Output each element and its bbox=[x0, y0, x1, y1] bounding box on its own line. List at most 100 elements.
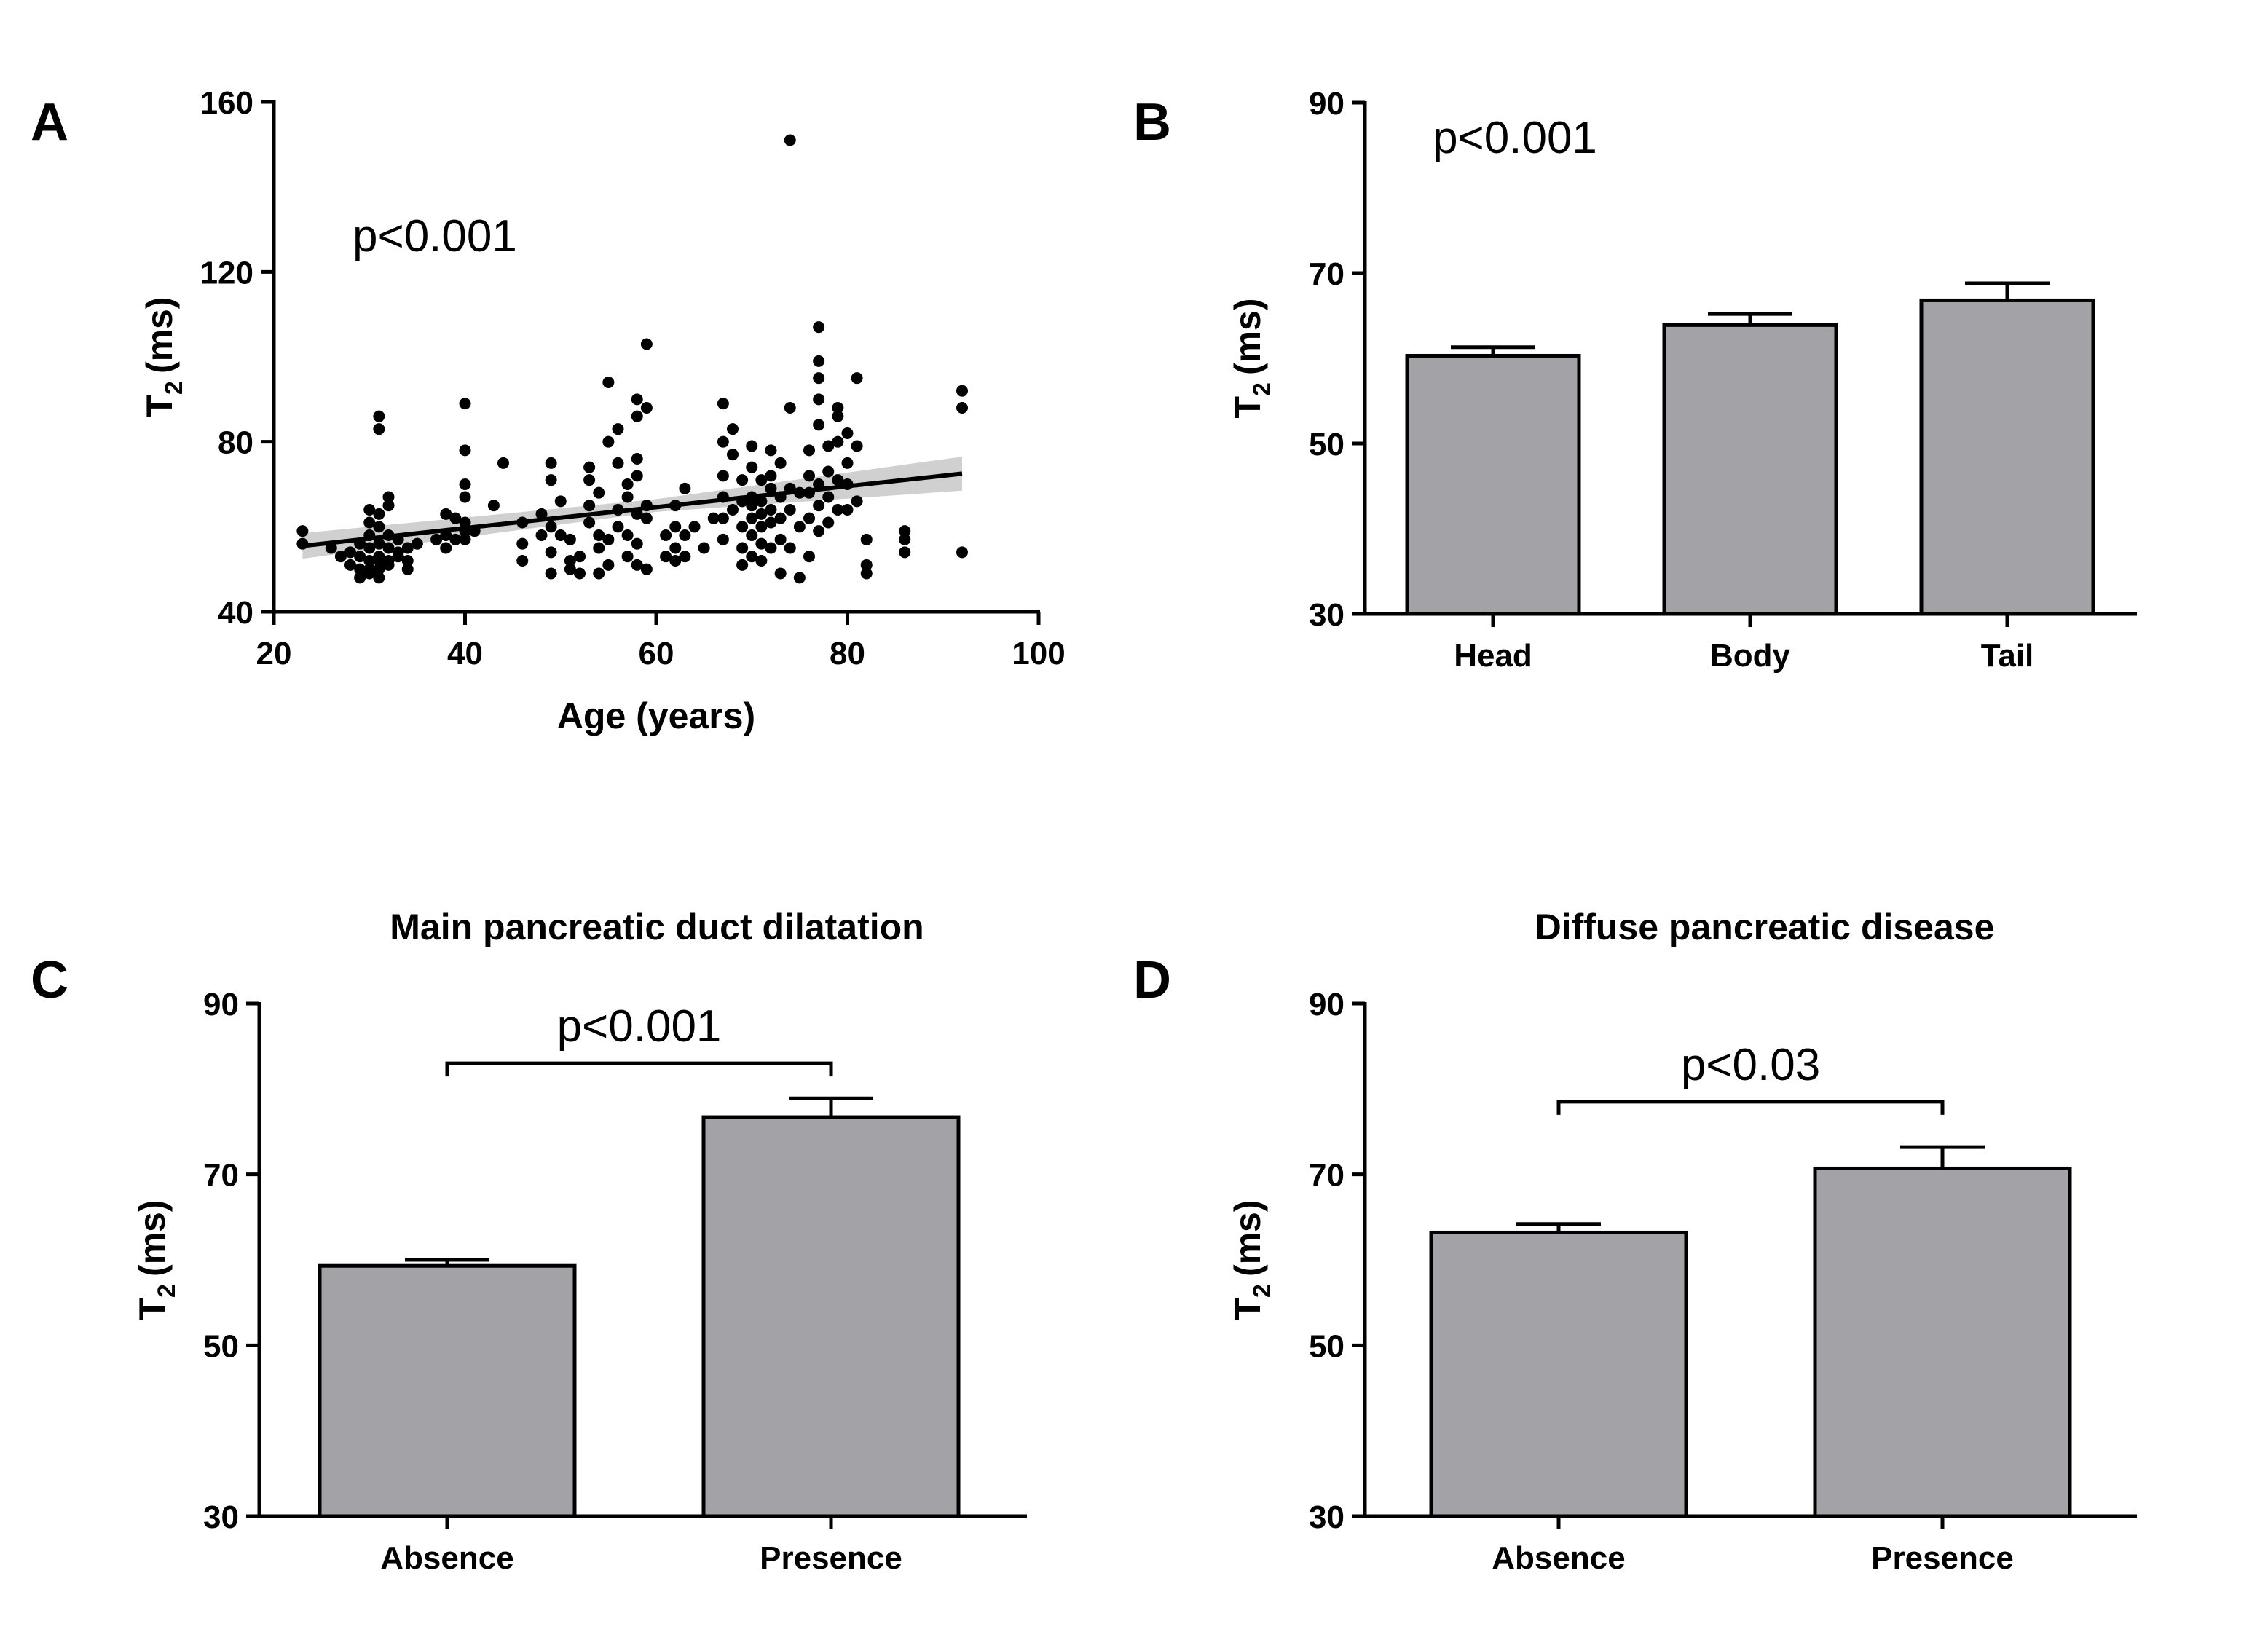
y-tick-label: 40 bbox=[218, 595, 253, 631]
data-point bbox=[621, 529, 634, 541]
data-point bbox=[736, 542, 749, 554]
data-point bbox=[841, 457, 854, 469]
data-point bbox=[707, 512, 720, 524]
data-point bbox=[631, 537, 643, 550]
data-point bbox=[631, 470, 643, 482]
data-point bbox=[344, 546, 356, 559]
data-point bbox=[774, 457, 787, 469]
data-point bbox=[373, 537, 385, 550]
data-point bbox=[813, 393, 825, 406]
data-point bbox=[813, 419, 825, 431]
data-point bbox=[784, 504, 796, 516]
x-tick-label: 80 bbox=[830, 636, 865, 671]
data-point bbox=[765, 516, 777, 529]
data-point bbox=[899, 546, 911, 559]
data-point bbox=[640, 338, 653, 350]
y-axis-label-unit: (ms) bbox=[1227, 1199, 1268, 1277]
data-point bbox=[774, 567, 787, 580]
panel-label-a: A bbox=[31, 93, 68, 151]
data-point bbox=[440, 542, 452, 554]
data-point bbox=[813, 525, 825, 537]
p-value-annotation: p<0.001 bbox=[1433, 113, 1597, 163]
bar bbox=[1405, 353, 1581, 616]
y-tick-label: 30 bbox=[203, 1499, 239, 1535]
data-point bbox=[803, 512, 815, 524]
data-point bbox=[344, 559, 356, 571]
data-point bbox=[746, 440, 758, 452]
y-tick-label: 120 bbox=[200, 255, 253, 291]
data-point bbox=[440, 508, 452, 520]
data-point bbox=[899, 525, 911, 537]
data-point bbox=[784, 542, 796, 554]
data-point bbox=[956, 385, 968, 397]
data-point bbox=[860, 559, 873, 571]
data-point bbox=[755, 474, 768, 486]
panel-c: C Main pancreatic duct dilatation 30 50 70 90… bbox=[31, 907, 1027, 1576]
data-point bbox=[717, 512, 729, 524]
y-tick-label: 70 bbox=[203, 1158, 239, 1194]
bar bbox=[701, 1115, 961, 1518]
data-point bbox=[660, 529, 672, 541]
data-point bbox=[765, 444, 777, 457]
data-point bbox=[727, 504, 739, 516]
data-point bbox=[535, 529, 548, 541]
data-point bbox=[765, 482, 777, 494]
significance-bracket bbox=[1556, 1100, 1945, 1115]
data-point bbox=[755, 495, 768, 508]
data-point bbox=[736, 559, 749, 571]
panel-b: B 30 50 70 90 T2 (ms) Head Body Tail p<0.001 bbox=[1133, 86, 2137, 674]
data-point bbox=[574, 567, 586, 580]
data-point bbox=[612, 457, 624, 469]
data-point bbox=[688, 521, 701, 533]
data-point bbox=[736, 474, 749, 486]
y-tick-label: 30 bbox=[1309, 1499, 1344, 1535]
data-point bbox=[612, 423, 624, 435]
data-point bbox=[765, 542, 777, 554]
bar bbox=[1813, 1166, 2072, 1518]
data-point bbox=[755, 537, 768, 550]
data-point bbox=[401, 542, 414, 554]
data-point bbox=[755, 508, 768, 520]
data-point bbox=[679, 551, 691, 563]
p-value-annotation: p<0.03 bbox=[1681, 1040, 1820, 1090]
x-tick-label: Tail bbox=[1981, 638, 2034, 674]
x-tick-label: 40 bbox=[447, 636, 483, 671]
p-value-annotation: p<0.001 bbox=[353, 211, 517, 261]
data-point bbox=[717, 533, 729, 545]
data-point bbox=[621, 478, 634, 490]
data-point bbox=[841, 427, 854, 439]
y-axis-label-unit: (ms) bbox=[132, 1199, 173, 1277]
data-point bbox=[822, 516, 835, 529]
y-axis-label-subscript: 2 bbox=[1248, 1284, 1276, 1298]
data-point bbox=[640, 563, 653, 575]
data-point bbox=[736, 521, 749, 533]
data-point bbox=[459, 533, 471, 545]
data-point bbox=[334, 551, 347, 563]
data-point bbox=[373, 572, 385, 584]
data-point bbox=[669, 555, 682, 567]
data-point bbox=[813, 372, 825, 385]
y-tick-label: 80 bbox=[218, 425, 253, 461]
data-point bbox=[411, 537, 423, 550]
data-point bbox=[593, 529, 605, 541]
data-point bbox=[554, 495, 567, 508]
data-point bbox=[487, 500, 500, 512]
data-point bbox=[784, 402, 796, 414]
data-point bbox=[727, 449, 739, 461]
data-point bbox=[545, 567, 557, 580]
data-point bbox=[832, 435, 844, 448]
x-tick-label: Absence bbox=[1492, 1540, 1625, 1576]
panel-d: D Diffuse pancreatic disease 30 50 70 90 T2 (ms… bbox=[1133, 907, 2137, 1576]
data-point bbox=[545, 546, 557, 559]
y-axis-label-main: T bbox=[1227, 1298, 1268, 1320]
y-axis-label-unit: (ms) bbox=[139, 296, 180, 374]
data-point bbox=[679, 482, 691, 494]
data-point bbox=[774, 512, 787, 524]
x-axis-label: Age (years) bbox=[557, 695, 755, 736]
data-point bbox=[822, 491, 835, 503]
y-axis-label-unit: (ms) bbox=[1227, 298, 1268, 375]
data-point bbox=[746, 551, 758, 563]
y-axis-label-main: T bbox=[132, 1298, 173, 1320]
